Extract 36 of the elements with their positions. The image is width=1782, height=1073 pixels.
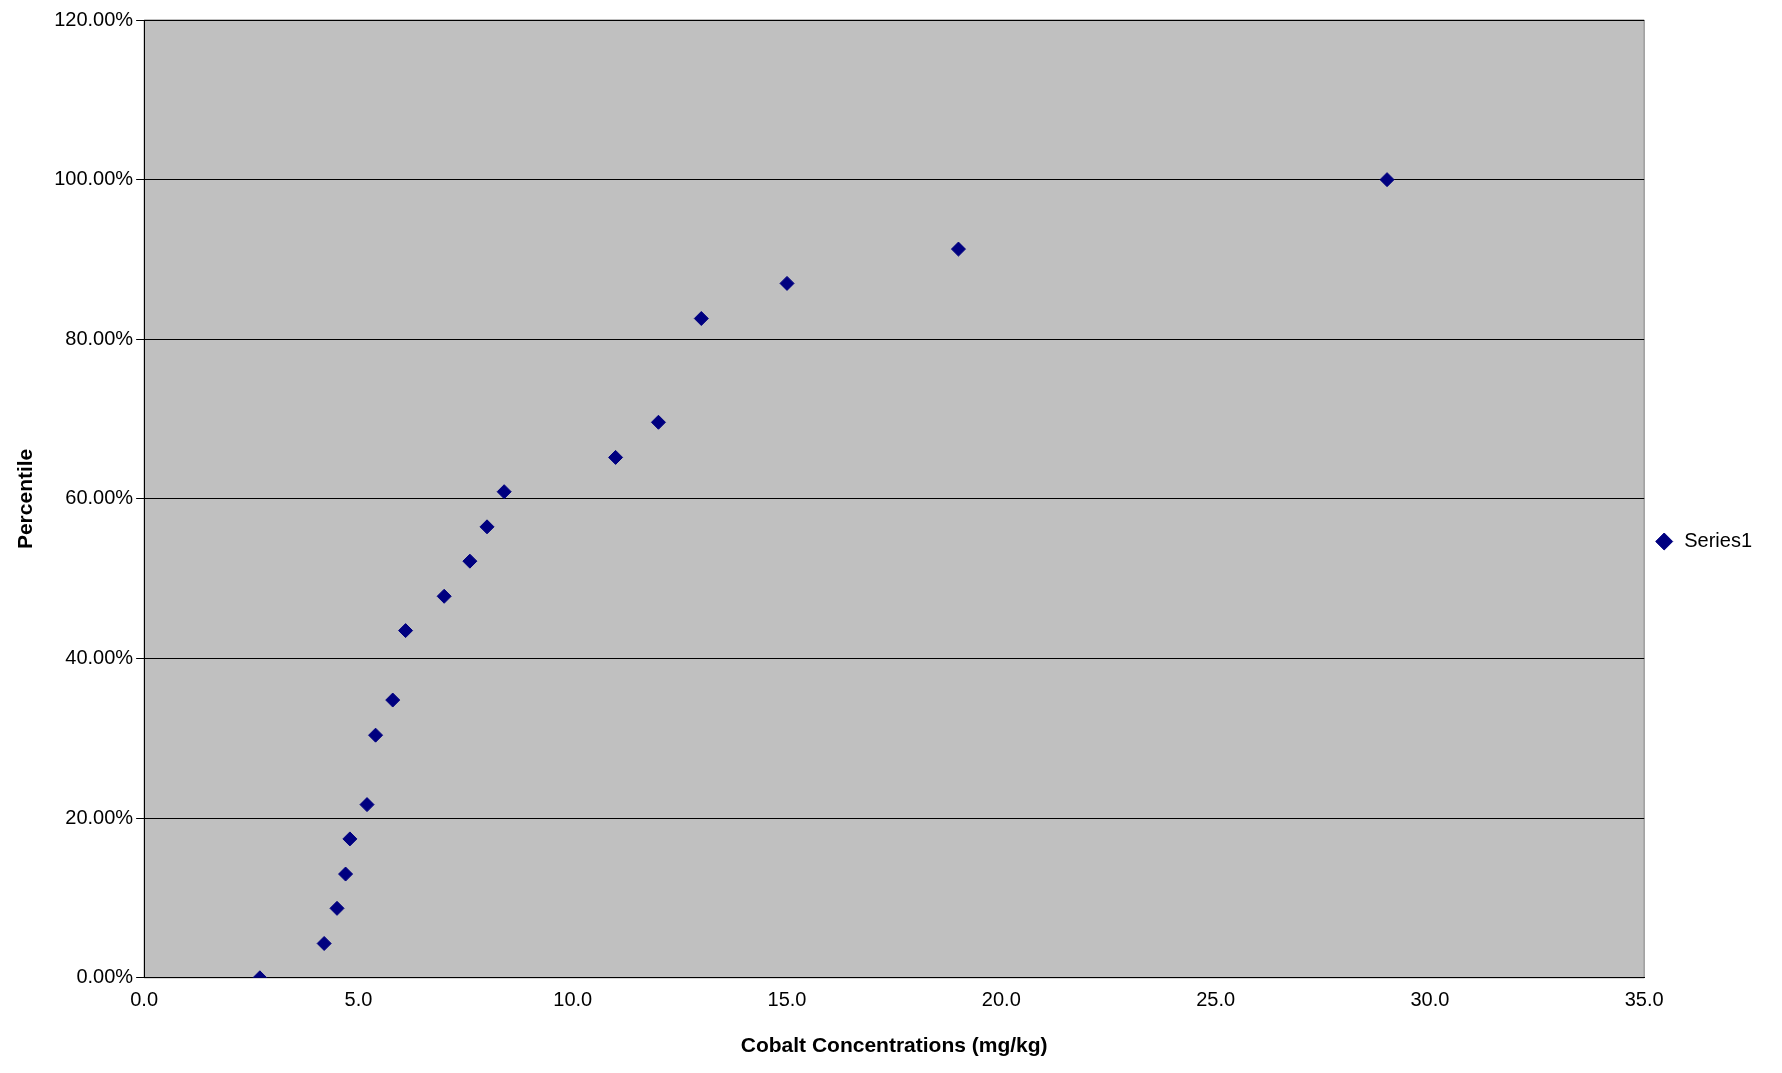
x-tick-label: 5.0 [344, 988, 373, 1011]
y-tick-label: 40.00% [65, 646, 134, 669]
point [338, 866, 354, 882]
y-tick-label: 120.00% [54, 7, 134, 30]
x-tick-label: 30.0 [1410, 988, 1450, 1011]
x-tick-label: 25.0 [1196, 988, 1236, 1011]
point [462, 553, 478, 569]
y-axis-title: Percentile [13, 448, 37, 550]
point [398, 623, 414, 639]
point [650, 414, 666, 430]
y-tick-label: 0.00% [76, 965, 134, 988]
x-tick-label: 35.0 [1624, 988, 1664, 1011]
point [316, 935, 332, 951]
point [950, 241, 966, 257]
x-axis-title: Cobalt Concentrations (mg/kg) [740, 1033, 1048, 1057]
point [496, 484, 512, 500]
y-tick-label: 80.00% [65, 326, 134, 349]
point [479, 519, 495, 535]
point [779, 275, 795, 291]
point [329, 900, 345, 916]
y-tick-label: 100.00% [54, 167, 134, 190]
point [359, 797, 375, 813]
x-tick-label: 15.0 [767, 988, 807, 1011]
y-tick-label: 20.00% [65, 805, 134, 828]
point [693, 311, 709, 327]
x-tick-label: 20.0 [981, 988, 1021, 1011]
point [436, 588, 452, 604]
point [342, 831, 358, 847]
point [1379, 172, 1395, 188]
x-tick-label: 10.0 [553, 988, 593, 1011]
x-tick-label: 0.0 [130, 988, 159, 1011]
point [368, 727, 384, 743]
y-tick-label: 60.00% [65, 486, 134, 509]
point [608, 449, 624, 465]
legend-label: Series1 [1684, 529, 1752, 552]
point [385, 692, 401, 708]
